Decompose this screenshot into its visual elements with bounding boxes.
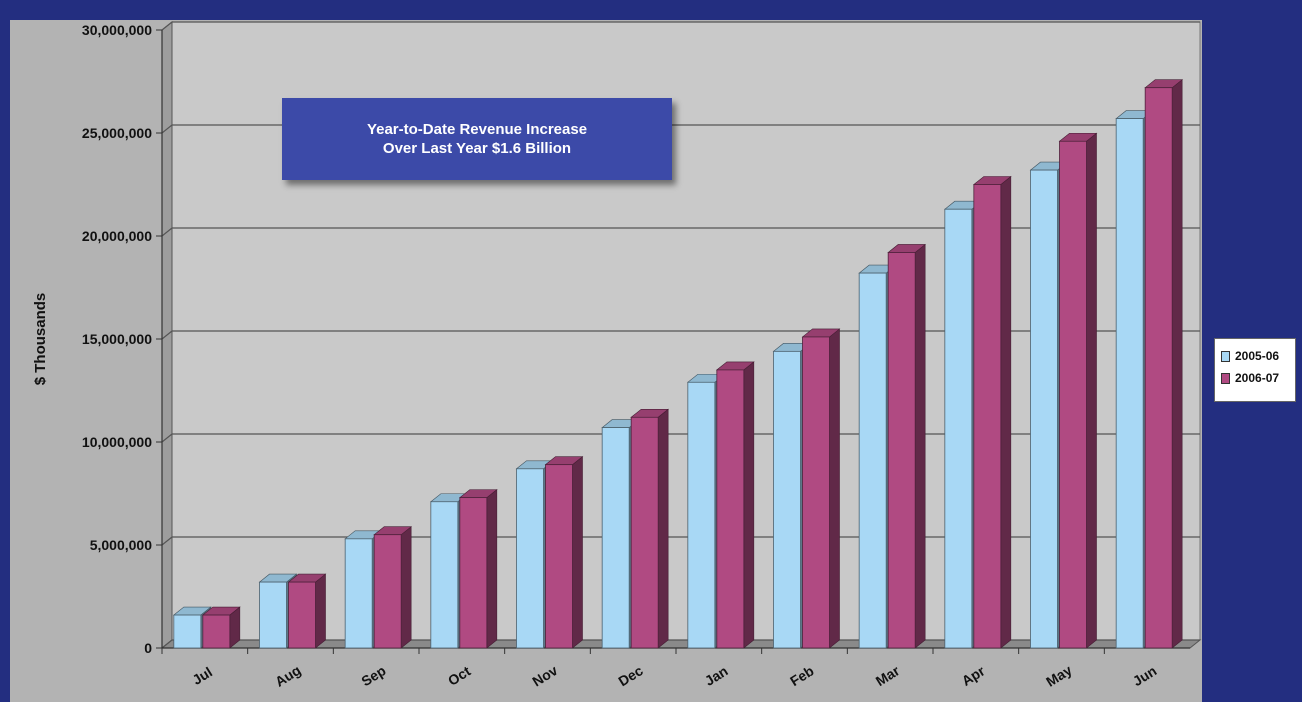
bar-2006-07-Apr — [973, 184, 1002, 649]
x-tick-label: Oct — [445, 663, 474, 689]
gridline — [161, 433, 1200, 443]
y-tick-label: 30,000,000 — [82, 22, 152, 38]
bar-2006-07-Jul — [202, 614, 231, 649]
annotation-line-1: Year-to-Date Revenue Increase — [366, 121, 588, 138]
gridline — [161, 124, 1200, 134]
bar-2006-07-Aug-side — [315, 573, 326, 649]
legend-label-2006-07: 2006-07 — [1235, 371, 1280, 385]
bar-2006-07-Jan — [716, 369, 745, 649]
y-tick-label: 25,000,000 — [82, 125, 152, 141]
x-tick-label: Jun — [1130, 662, 1160, 689]
bar-2006-07-Oct — [459, 497, 488, 649]
bar-2005-06-Feb — [773, 350, 801, 649]
bar-2006-07-Feb — [802, 336, 830, 649]
bar-2006-07-Aug — [288, 581, 316, 649]
legend-item-2006-07: 2006-07 — [1221, 367, 1295, 389]
y-tick-label: 0 — [144, 640, 152, 656]
bar-2006-07-Apr-side — [1000, 175, 1012, 649]
bar-2006-07-Nov — [545, 464, 573, 649]
bar-2006-07-Jun — [1144, 87, 1173, 649]
bar-2006-07-Jan-side — [743, 361, 755, 649]
bar-2005-06-Dec — [601, 427, 630, 649]
x-tick-label: Jan — [702, 663, 731, 689]
bar-2006-07-Jun-side — [1171, 79, 1183, 649]
legend-item-2005-06: 2005-06 — [1221, 345, 1295, 367]
gridline — [161, 330, 1200, 340]
bar-2006-07-Oct-side — [486, 488, 498, 649]
y-tick-label: 5,000,000 — [90, 537, 152, 553]
bar-2005-06-Mar — [858, 272, 887, 649]
revenue-annotation-box: Year-to-Date Revenue Increase Over Last … — [282, 98, 672, 180]
bar-2006-07-May — [1059, 140, 1087, 649]
legend-label-2005-06: 2005-06 — [1235, 349, 1280, 363]
bar-2006-07-Dec-side — [657, 408, 669, 649]
gridline — [161, 639, 1200, 649]
bar-2005-06-Oct — [430, 501, 459, 649]
x-tick-label: Sep — [358, 662, 388, 689]
x-tick-label: Apr — [959, 662, 988, 689]
bar-2005-06-May — [1030, 169, 1058, 649]
x-tick-label: Jul — [189, 664, 215, 688]
bar-2005-06-Aug — [259, 581, 287, 649]
y-tick-label: 10,000,000 — [82, 434, 152, 450]
bar-2006-07-Mar-side — [914, 243, 926, 649]
bar-2006-07-Feb-side — [829, 328, 840, 649]
bar-2006-07-Nov-side — [572, 456, 583, 649]
bar-2005-06-Jun — [1115, 118, 1144, 649]
bar-2005-06-Jul — [173, 614, 202, 649]
bar-2006-07-Mar — [887, 252, 916, 649]
gridline — [161, 227, 1200, 237]
bar-2005-06-Apr — [944, 208, 973, 649]
y-axis-title: $ Thousands — [32, 293, 49, 386]
bar-2006-07-May-side — [1086, 132, 1097, 649]
y-tick-label: 20,000,000 — [82, 228, 152, 244]
bar-2005-06-Jan — [687, 381, 716, 649]
x-tick-label: Dec — [615, 662, 645, 689]
bar-2006-07-Sep-side — [400, 526, 412, 649]
x-tick-label: Nov — [529, 662, 560, 690]
bar-2006-07-Sep — [373, 534, 402, 649]
x-tick-label: Feb — [787, 662, 817, 689]
annotation-line-2: Over Last Year $1.6 Billion — [382, 140, 572, 157]
legend-swatch-2006-07 — [1221, 372, 1230, 384]
x-tick-label: Aug — [272, 662, 304, 690]
x-tick-label: Mar — [873, 662, 903, 689]
chart-legend: 2005-06 2006-07 — [1214, 338, 1296, 402]
bar-2006-07-Dec — [630, 416, 659, 649]
y-tick-label: 15,000,000 — [82, 331, 152, 347]
bar-2005-06-Nov — [516, 468, 544, 649]
x-tick-label: May — [1043, 662, 1075, 690]
bar-2005-06-Sep — [344, 538, 373, 649]
gridline — [161, 21, 1200, 31]
legend-swatch-2005-06 — [1221, 350, 1230, 362]
gridline — [161, 536, 1200, 546]
